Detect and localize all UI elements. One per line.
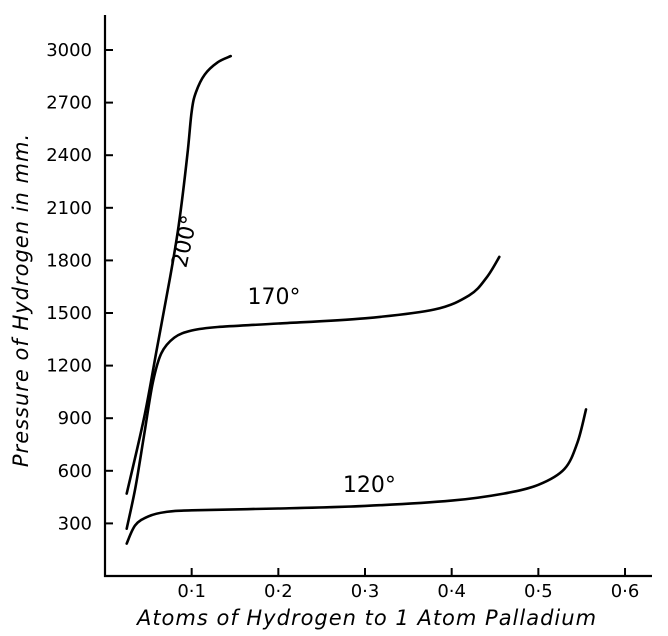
x-axis-title: Atoms of Hydrogen to 1 Atom Palladium (135, 606, 597, 630)
x-tick-label: 0·1 (177, 581, 206, 602)
y-tick-label: 2400 (46, 145, 92, 166)
axes (103, 15, 652, 578)
x-tick-label: 0·2 (264, 581, 293, 602)
y-tick-label: 1800 (46, 250, 92, 271)
y-ticks: 300 600 900 1200 1500 1800 2100 2400 2700 3000 (46, 40, 113, 534)
y-tick-label: 1200 (46, 356, 92, 377)
y-tick-label: 600 (58, 461, 92, 482)
series-label: 170° (248, 285, 301, 310)
x-tick-label: 0·6 (611, 581, 640, 602)
series-line (125, 54, 232, 495)
x-tick-label: 0·5 (524, 581, 553, 602)
series-line (125, 255, 501, 530)
series-labels: 200° 170° 120° (168, 213, 396, 498)
y-tick-label: 3000 (46, 40, 92, 61)
y-tick-label: 2700 (46, 93, 92, 114)
y-tick-label: 2100 (46, 198, 92, 219)
x-tick-label: 0·4 (437, 581, 466, 602)
x-tick-label: 0·3 (351, 581, 380, 602)
x-ticks: 0·1 0·2 0·3 0·4 0·5 0·6 (177, 568, 639, 602)
series-label: 200° (168, 213, 203, 270)
y-axis-title: Pressure of Hydrogen in mm. (9, 133, 33, 467)
y-tick-label: 1500 (46, 303, 92, 324)
series-line (125, 408, 588, 545)
y-tick-label: 300 (58, 513, 92, 534)
series-label: 120° (343, 473, 396, 498)
curves (125, 54, 588, 545)
y-tick-label: 900 (58, 408, 92, 429)
